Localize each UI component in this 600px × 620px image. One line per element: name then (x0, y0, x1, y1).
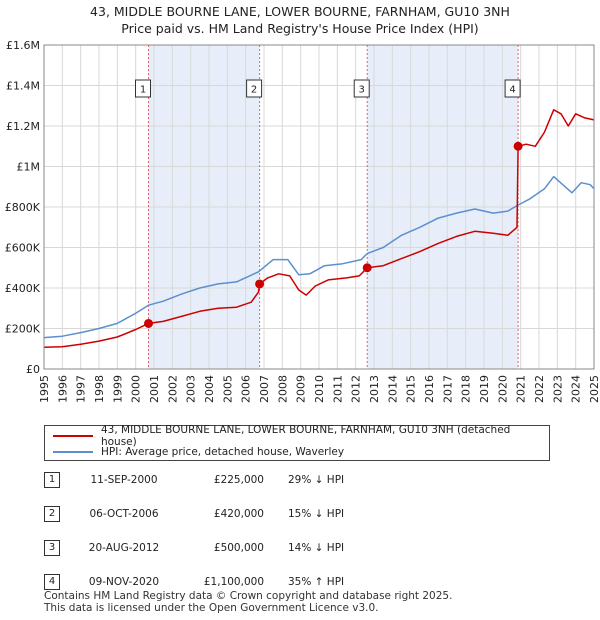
footer: Contains HM Land Registry data © Crown c… (44, 590, 452, 614)
x-tick-label: 2014 (386, 375, 399, 403)
x-tick-label: 2024 (570, 375, 583, 403)
x-tick-label: 2021 (515, 375, 528, 403)
chart-subtitle: Price paid vs. HM Land Registry's House … (121, 21, 479, 36)
x-tick-label: 2010 (313, 375, 326, 403)
sale-price: £500,000 (213, 542, 264, 554)
sale-date: 09-NOV-2020 (88, 576, 160, 588)
sale-point (144, 318, 153, 328)
x-tick-label: 2011 (331, 375, 344, 403)
x-tick-label: 2025 (588, 375, 600, 403)
x-tick-label: 2012 (350, 375, 363, 403)
sale-marker-label: 2 (44, 506, 60, 522)
sale-marker-box (135, 79, 151, 98)
x-tick-label: 2019 (478, 375, 491, 403)
sale-marker-label: 1 (44, 472, 60, 488)
sale-hpi-diff: 15% ↓ HPI (288, 508, 345, 520)
sale-point (255, 279, 265, 289)
x-tick-label: 1996 (56, 375, 69, 403)
x-tick-label: 2002 (166, 375, 179, 403)
x-tick-label: 2018 (460, 375, 473, 403)
y-tick-label: £400K (5, 282, 41, 295)
sale-date: 06-OCT-2006 (89, 508, 159, 520)
x-tick-label: 2000 (130, 375, 143, 403)
table-row: 3 20-AUG-2012 £500,000 14% ↓ HPI (44, 540, 584, 558)
y-tick-label: £1.4M (6, 80, 40, 93)
footer-copyright: Contains HM Land Registry data © Crown c… (44, 590, 453, 602)
x-tick-label: 2013 (368, 375, 381, 403)
y-tick-label: £1M (17, 161, 41, 174)
table-row: 1 11-SEP-2000 £225,000 29% ↓ HPI (44, 472, 584, 490)
y-tick-label: £600K (5, 242, 41, 255)
legend-item-hpi: HPI: Average price, detached house, Wave… (53, 444, 344, 460)
plot-frame (43, 44, 595, 370)
sale-marker-number: 1 (140, 85, 146, 96)
price-chart: £0 £200K £400K £600K £800K £1M £1.2M £1.4M £1.6M… (5, 39, 600, 403)
y-tick-label: £1.2M (6, 120, 40, 133)
y-tick-label: £800K (5, 201, 41, 214)
sale-marker-number: 4 (509, 85, 515, 96)
legend: 43, MIDDLE BOURNE LANE, LOWER BOURNE, FA… (44, 424, 550, 461)
x-tick-label: 2009 (295, 375, 308, 403)
legend-item-property: 43, MIDDLE BOURNE LANE, LOWER BOURNE, FA… (53, 424, 549, 448)
sale-hpi-diff: 14% ↓ HPI (288, 542, 345, 554)
sale-marker-label: 3 (44, 540, 60, 556)
series-line-property (43, 109, 595, 349)
sale-price: £225,000 (213, 474, 264, 486)
table-row: 4 09-NOV-2020 £1,100,000 35% ↑ HPI (44, 574, 584, 592)
x-tick-label: 2003 (185, 375, 198, 403)
sale-marker-number: 2 (251, 85, 257, 96)
sale-price: £1,100,000 (203, 576, 264, 588)
legend-swatch-property (53, 435, 93, 437)
sale-date: 20-AUG-2012 (88, 542, 160, 554)
sale-point (362, 263, 372, 273)
x-tick-label: 2008 (276, 375, 289, 403)
x-tick-label: 1998 (93, 375, 106, 403)
legend-label-hpi: HPI: Average price, detached house, Wave… (101, 446, 345, 458)
footer-licence: This data is licensed under the Open Gov… (44, 602, 379, 614)
y-tick-label: £200K (5, 323, 41, 336)
x-tick-label: 2020 (496, 375, 509, 403)
y-tick-label: £0 (26, 363, 40, 376)
sale-point (513, 141, 523, 151)
x-tick-label: 2007 (258, 375, 271, 403)
x-tick-label: 2006 (240, 375, 253, 403)
x-tick-label: 2023 (551, 375, 564, 403)
sale-date: 11-SEP-2000 (90, 474, 158, 486)
x-tick-label: 1997 (75, 375, 88, 403)
sale-hpi-diff: 35% ↑ HPI (288, 576, 345, 588)
chart-title: 43, MIDDLE BOURNE LANE, LOWER BOURNE, FA… (90, 4, 510, 19)
sale-price: £420,000 (213, 508, 264, 520)
x-tick-label: 1999 (111, 375, 124, 403)
x-tick-label: 2022 (533, 375, 546, 403)
sale-marker-box (246, 79, 263, 98)
sale-marker-number: 3 (359, 85, 365, 96)
sale-marker-box (353, 79, 370, 98)
series-line-hpi (43, 175, 595, 339)
sale-marker-label: 4 (44, 574, 60, 590)
sale-hpi-diff: 29% ↓ HPI (288, 474, 345, 486)
x-tick-label: 2016 (423, 375, 436, 403)
y-tick-label: £1.6M (6, 39, 40, 52)
legend-label-property: 43, MIDDLE BOURNE LANE, LOWER BOURNE, FA… (100, 424, 511, 448)
table-row: 2 06-OCT-2006 £420,000 15% ↓ HPI (44, 506, 584, 524)
x-tick-label: 2004 (203, 375, 216, 403)
sale-marker-box (504, 79, 521, 98)
legend-swatch-hpi (53, 451, 93, 453)
x-tick-label: 2015 (405, 375, 418, 403)
x-tick-label: 2005 (221, 375, 234, 403)
x-tick-label: 2001 (148, 375, 161, 403)
x-tick-label: 1995 (38, 375, 51, 403)
x-tick-label: 2017 (441, 375, 454, 403)
